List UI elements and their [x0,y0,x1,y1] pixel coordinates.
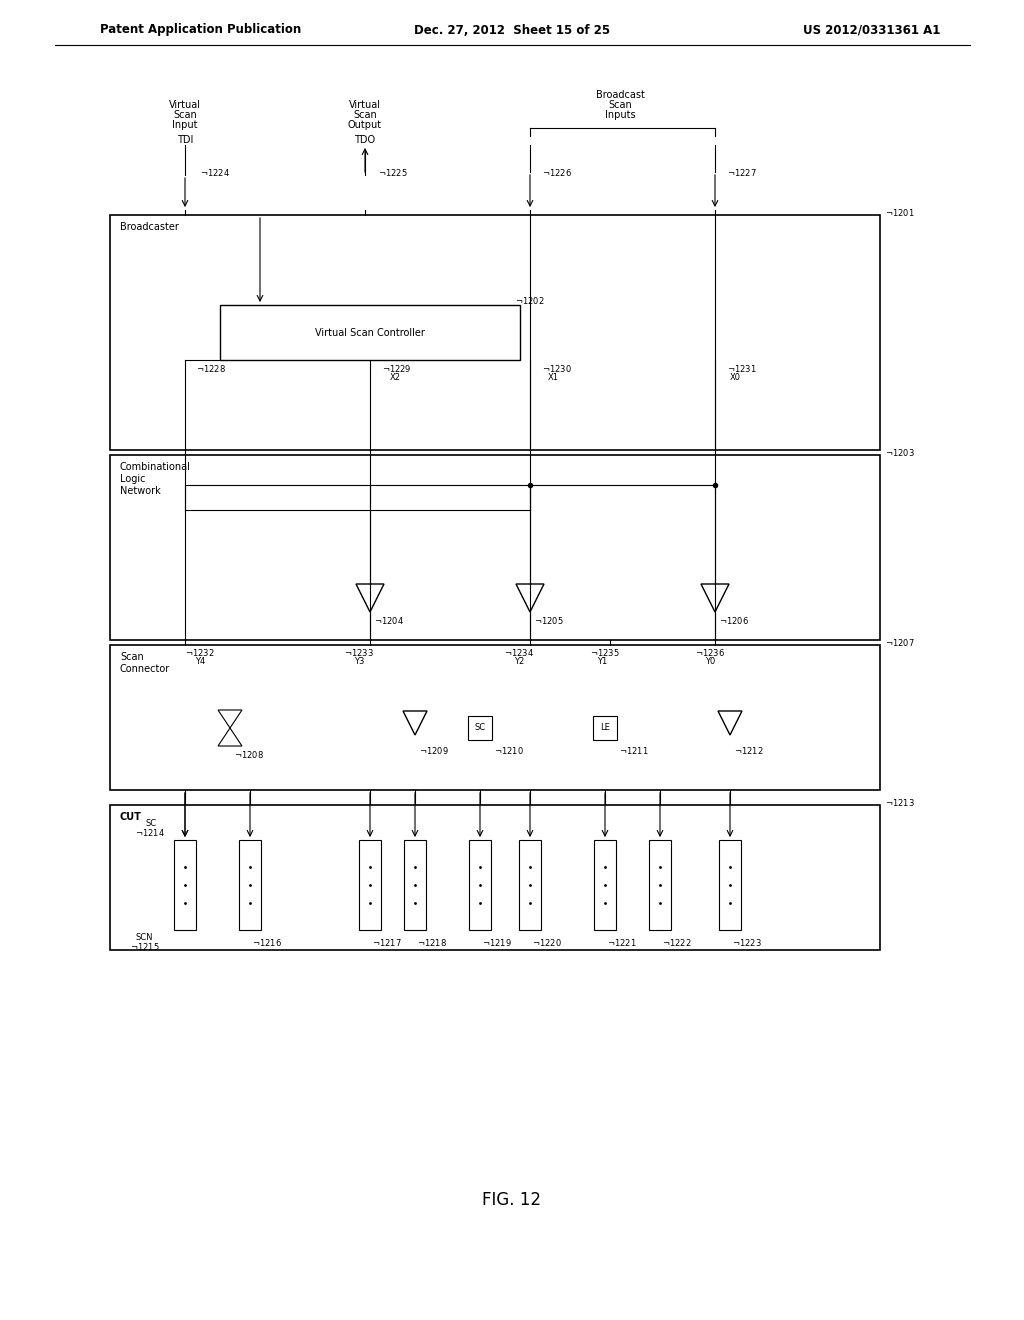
Text: Broadcast: Broadcast [596,90,644,100]
FancyBboxPatch shape [110,455,880,640]
Text: X1: X1 [548,374,559,383]
Text: Y1: Y1 [597,657,607,667]
Text: US 2012/0331361 A1: US 2012/0331361 A1 [803,24,940,37]
Text: $\neg$1233: $\neg$1233 [344,647,374,657]
Text: $\neg$1218: $\neg$1218 [417,936,446,948]
Text: $\neg$1207: $\neg$1207 [885,638,914,648]
Text: $\neg$1235: $\neg$1235 [590,647,620,657]
Text: $\neg$1227: $\neg$1227 [727,166,757,177]
Text: $\neg$1209: $\neg$1209 [419,744,449,755]
Text: Virtual: Virtual [169,100,201,110]
FancyBboxPatch shape [593,715,617,741]
FancyBboxPatch shape [719,840,741,931]
Text: $\neg$1214: $\neg$1214 [135,828,165,838]
Text: $\neg$1215: $\neg$1215 [130,940,160,952]
Text: $\neg$1212: $\neg$1212 [734,744,764,755]
FancyBboxPatch shape [110,215,880,450]
Text: SCN: SCN [135,933,153,942]
Text: $\neg$1232: $\neg$1232 [185,647,214,657]
FancyBboxPatch shape [594,840,616,931]
Text: $\neg$1217: $\neg$1217 [372,936,401,948]
Text: $\neg$1234: $\neg$1234 [504,647,534,657]
Text: SC: SC [474,723,485,733]
Text: Scan: Scan [608,100,632,110]
Text: $\neg$1230: $\neg$1230 [542,363,571,374]
Text: FIG. 12: FIG. 12 [482,1191,542,1209]
FancyBboxPatch shape [649,840,671,931]
FancyBboxPatch shape [110,645,880,789]
Text: Input: Input [172,120,198,129]
FancyBboxPatch shape [519,840,541,931]
Text: X2: X2 [390,374,401,383]
Text: Patent Application Publication: Patent Application Publication [100,24,301,37]
Text: $\neg$1226: $\neg$1226 [542,166,571,177]
FancyBboxPatch shape [468,715,492,741]
Text: Logic: Logic [120,474,145,484]
Text: SC: SC [145,818,156,828]
FancyBboxPatch shape [174,840,196,931]
Text: Virtual Scan Controller: Virtual Scan Controller [315,327,425,338]
Text: Inputs: Inputs [605,110,635,120]
Text: X0: X0 [730,374,741,383]
Text: $\neg$1203: $\neg$1203 [885,447,914,458]
Text: TDO: TDO [354,135,376,145]
Text: $\neg$1221: $\neg$1221 [607,936,637,948]
FancyBboxPatch shape [220,305,520,360]
Text: CUT: CUT [120,812,142,822]
FancyBboxPatch shape [110,805,880,950]
Text: Combinational: Combinational [120,462,190,473]
Text: $\neg$1219: $\neg$1219 [482,936,512,948]
Text: Scan: Scan [173,110,197,120]
Text: $\neg$1208: $\neg$1208 [234,748,264,759]
Text: Y4: Y4 [195,657,205,667]
Text: $\neg$1236: $\neg$1236 [695,647,725,657]
Text: $\neg$1201: $\neg$1201 [885,207,914,219]
Text: Broadcaster: Broadcaster [120,222,179,232]
Text: $\neg$1228: $\neg$1228 [196,363,226,374]
Text: TDI: TDI [177,135,194,145]
Text: $\neg$1206: $\neg$1206 [719,615,749,626]
FancyBboxPatch shape [469,840,490,931]
Text: $\neg$1204: $\neg$1204 [374,615,403,626]
Text: $\neg$1220: $\neg$1220 [532,936,562,948]
Text: $\neg$1213: $\neg$1213 [885,797,914,808]
Text: Virtual: Virtual [349,100,381,110]
Text: $\neg$1231: $\neg$1231 [727,363,757,374]
Text: Connector: Connector [120,664,170,675]
Text: Y2: Y2 [514,657,524,667]
Text: Output: Output [348,120,382,129]
Text: Dec. 27, 2012  Sheet 15 of 25: Dec. 27, 2012 Sheet 15 of 25 [414,24,610,37]
Text: $\neg$1211: $\neg$1211 [618,744,648,755]
FancyBboxPatch shape [239,840,261,931]
Text: $\neg$1225: $\neg$1225 [378,166,408,177]
Text: $\neg$1202: $\neg$1202 [515,294,545,305]
Text: $\neg$1210: $\neg$1210 [494,744,523,755]
FancyBboxPatch shape [359,840,381,931]
Text: $\neg$1224: $\neg$1224 [200,166,229,177]
Text: Scan: Scan [120,652,143,663]
Text: LE: LE [600,723,610,733]
Text: Y3: Y3 [354,657,365,667]
Text: $\neg$1216: $\neg$1216 [252,936,282,948]
Text: Y0: Y0 [705,657,715,667]
Text: $\neg$1229: $\neg$1229 [382,363,412,374]
FancyBboxPatch shape [404,840,426,931]
Text: Network: Network [120,486,161,496]
Text: $\neg$1205: $\neg$1205 [534,615,563,626]
Text: $\neg$1222: $\neg$1222 [662,936,691,948]
Text: $\neg$1223: $\neg$1223 [732,936,762,948]
Text: Scan: Scan [353,110,377,120]
